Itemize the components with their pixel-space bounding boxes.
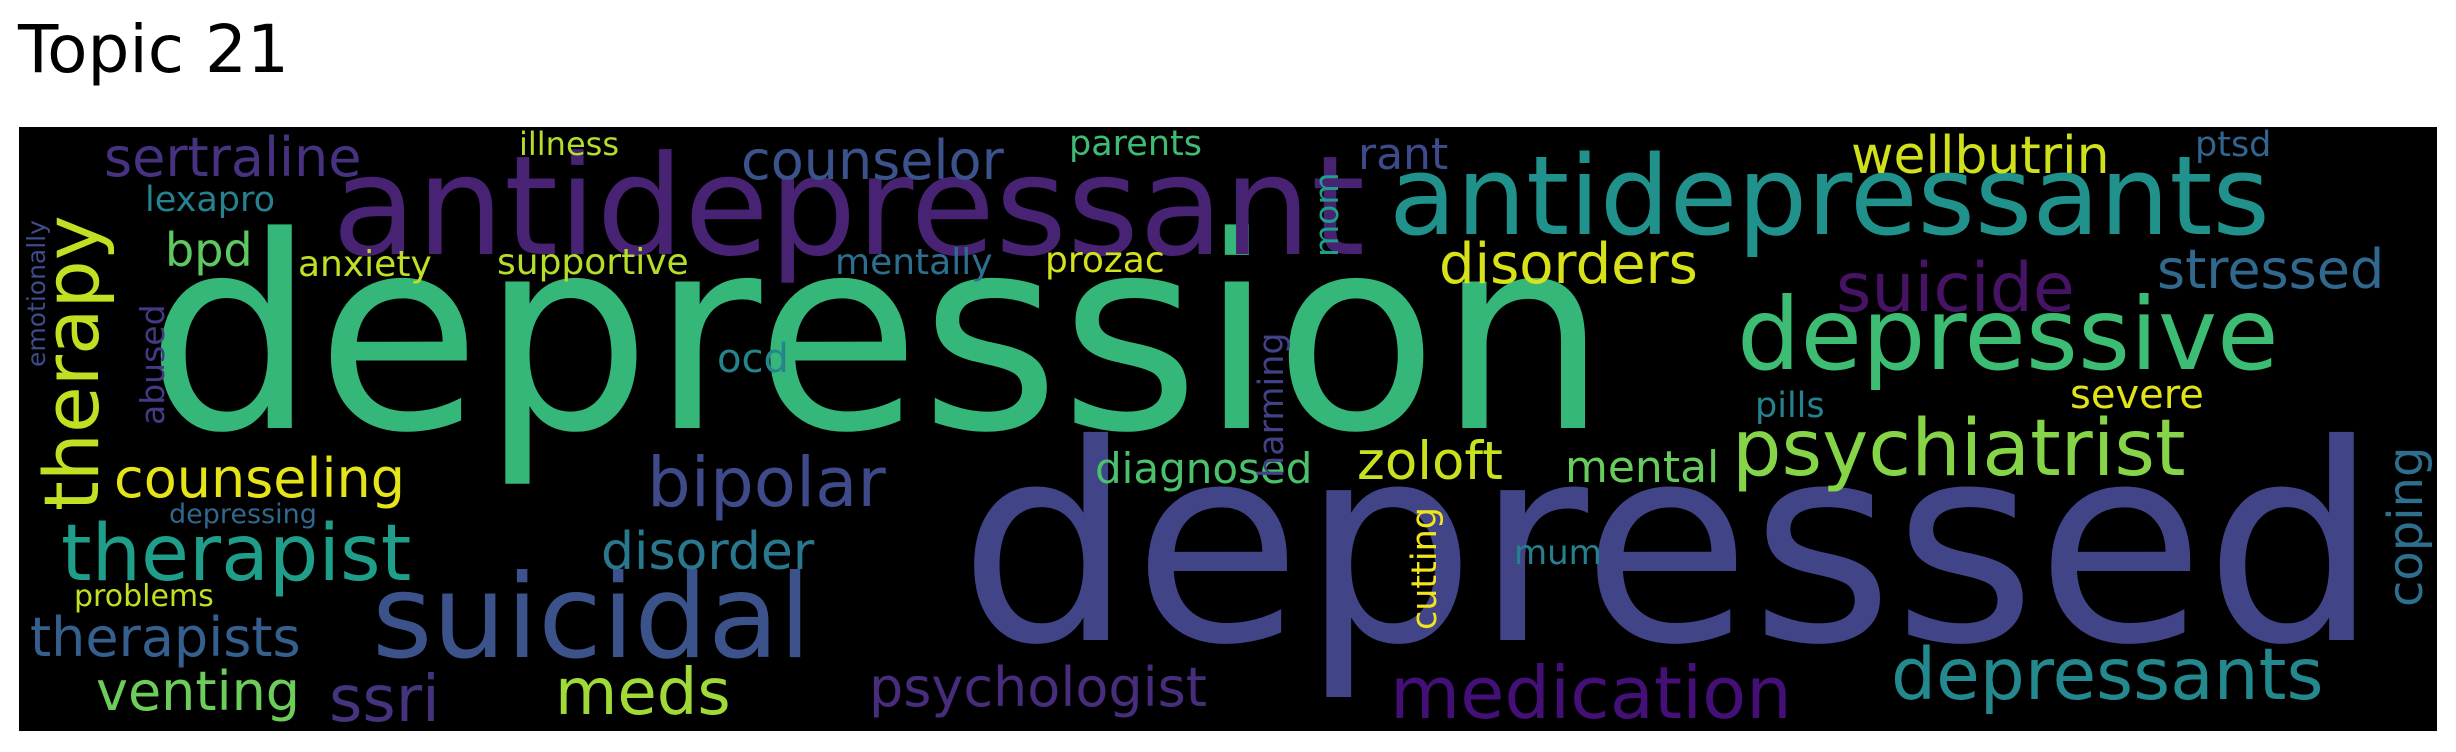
word-mental: mental: [1565, 442, 1720, 493]
word-anxiety: anxiety: [298, 244, 432, 285]
word-illness: illness: [519, 127, 619, 163]
word-counselor: counselor: [741, 129, 1004, 192]
word-therapists: therapists: [30, 606, 301, 669]
word-disorder: disorder: [601, 522, 815, 582]
word-bpd: bpd: [165, 223, 253, 277]
word-ssri: ssri: [329, 663, 440, 731]
word-supportive: supportive: [497, 242, 689, 283]
word-sertraline: sertraline: [104, 127, 362, 189]
word-lexapro: lexapro: [145, 180, 276, 220]
word-cutting: cutting: [1405, 507, 1445, 630]
word-zoloft: zoloft: [1357, 431, 1503, 492]
word-prozac: prozac: [1045, 240, 1165, 281]
word-venting: venting: [96, 660, 301, 723]
word-counseling: counseling: [114, 447, 406, 510]
word-depressants: depressants: [1891, 633, 2324, 716]
word-meds: meds: [555, 656, 731, 730]
word-mum: mum: [1514, 533, 1602, 573]
word-therapist: therapist: [61, 509, 412, 599]
word-wellbutrin: wellbutrin: [1851, 127, 2110, 186]
word-antidepressants: antidepressants: [1389, 132, 2270, 260]
word-parents: parents: [1069, 127, 1202, 164]
word-emotionally: emotionally: [22, 220, 51, 367]
word-ocd: ocd: [717, 336, 789, 382]
word-stressed: stressed: [2157, 238, 2385, 301]
word-psychiatrist: psychiatrist: [1732, 404, 2186, 494]
word-depressed: depressed: [959, 386, 2379, 705]
word-disorders: disorders: [1439, 232, 1698, 297]
word-bipolar: bipolar: [647, 443, 886, 523]
word-suicide: suicide: [1836, 249, 2075, 328]
word-depressing: depressing: [169, 499, 317, 530]
word-depressive: depressive: [1737, 276, 2279, 393]
word-abused: abused: [133, 304, 172, 425]
word-mom: mom: [1307, 172, 1346, 257]
word-diagnosed: diagnosed: [1095, 444, 1313, 493]
word-antidepressant: antidepressant: [332, 127, 1366, 287]
word-coping: coping: [2378, 446, 2434, 607]
word-suicidal: suicidal: [372, 550, 812, 685]
word-problems: problems: [74, 579, 214, 614]
word-ptsd: ptsd: [2195, 127, 2272, 165]
word-cloud: depression depressed antidepressant anti…: [19, 127, 2437, 731]
word-severe: severe: [2070, 372, 2204, 418]
word-rant: rant: [1358, 129, 1449, 180]
word-depression: depression: [146, 180, 1608, 492]
chart-title: Topic 21: [18, 11, 289, 88]
word-medication: medication: [1390, 651, 1792, 731]
word-mentally: mentally: [835, 242, 993, 283]
word-pills: pills: [1755, 386, 1825, 426]
word-psychologist: psychologist: [869, 656, 1207, 719]
word-harming: harming: [1252, 332, 1292, 478]
